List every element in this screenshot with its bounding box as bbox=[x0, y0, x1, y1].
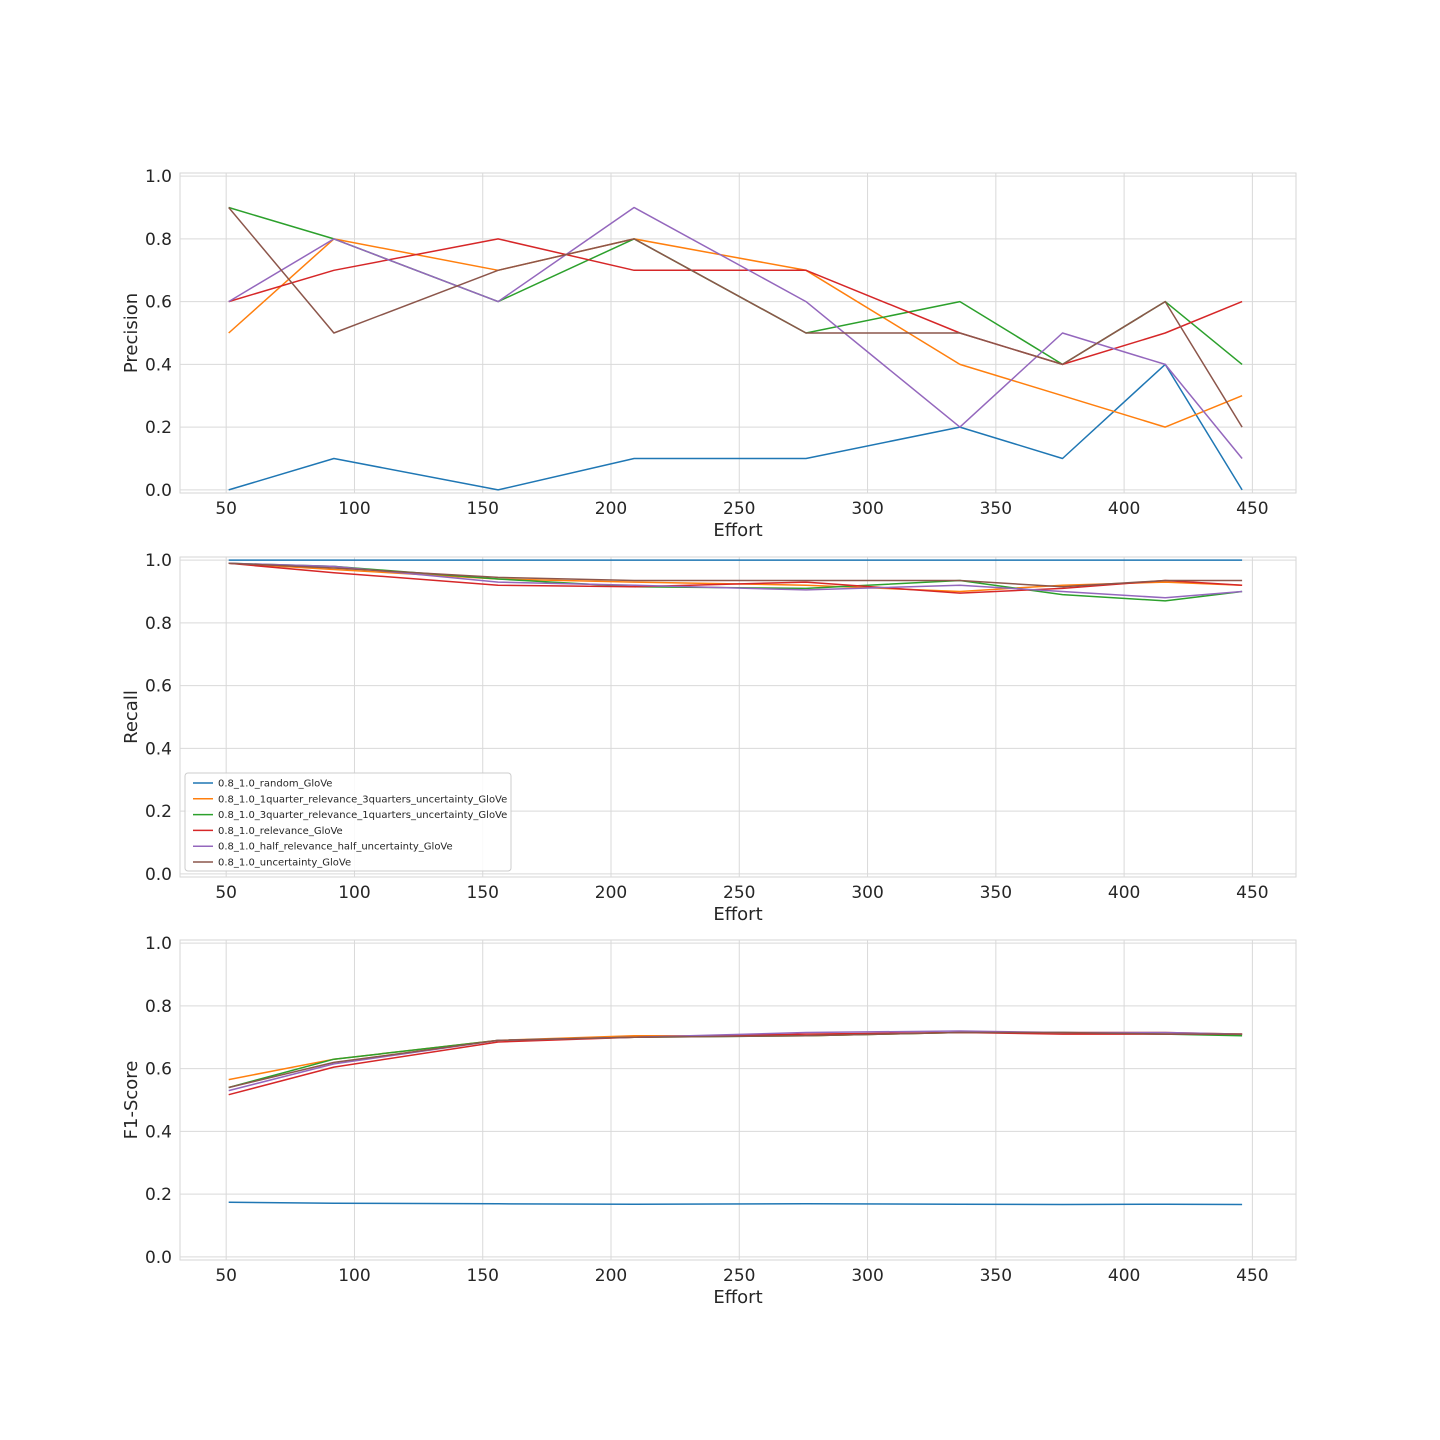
y-tick-label: 0.0 bbox=[145, 481, 172, 501]
legend-entry: 0.8_1.0_1quarter_relevance_3quarters_unc… bbox=[218, 794, 507, 805]
x-tick-label: 450 bbox=[1236, 499, 1268, 519]
x-tick-label: 100 bbox=[338, 1266, 370, 1286]
x-axis-label: Effort bbox=[713, 1287, 762, 1308]
x-axis-label: Effort bbox=[713, 904, 762, 925]
x-tick-label: 300 bbox=[851, 883, 883, 903]
x-tick-label: 350 bbox=[980, 883, 1012, 903]
legend-entry: 0.8_1.0_3quarter_relevance_1quarters_unc… bbox=[218, 810, 507, 821]
y-tick-label: 0.4 bbox=[145, 355, 172, 375]
y-tick-label: 0.8 bbox=[145, 230, 172, 250]
x-tick-label: 250 bbox=[723, 499, 755, 519]
x-tick-label: 200 bbox=[595, 883, 627, 903]
x-tick-label: 400 bbox=[1108, 1266, 1140, 1286]
x-tick-label: 350 bbox=[980, 499, 1012, 519]
x-tick-label: 50 bbox=[215, 883, 237, 903]
y-tick-label: 0.4 bbox=[145, 739, 172, 759]
y-tick-label: 1.0 bbox=[145, 934, 172, 954]
x-tick-label: 250 bbox=[723, 883, 755, 903]
y-tick-label: 0.6 bbox=[145, 1060, 172, 1080]
x-tick-label: 100 bbox=[338, 499, 370, 519]
y-tick-label: 0.2 bbox=[145, 802, 172, 822]
series-line-5 bbox=[228, 206, 1243, 459]
y-tick-label: 1.0 bbox=[145, 551, 172, 571]
series-line-6 bbox=[228, 562, 1243, 588]
x-tick-label: 150 bbox=[467, 883, 499, 903]
subplots: 50 100 150 200 250 300 350 400 450 0.0 0.2 0.4 0.6 0.… bbox=[121, 167, 1297, 1308]
y-tick-label: 0.0 bbox=[145, 1248, 172, 1268]
x-tick-label: 50 bbox=[215, 499, 237, 519]
x-tick-label: 400 bbox=[1108, 883, 1140, 903]
axes-frame bbox=[179, 939, 1297, 1261]
legend: 0.8_1.0_random_GloVe 0.8_1.0_1quarter_rel… bbox=[184, 772, 512, 872]
series-line-1 bbox=[228, 363, 1243, 491]
y-tick-label: 0.6 bbox=[145, 293, 172, 313]
x-tick-label: 250 bbox=[723, 1266, 755, 1286]
y-tick-label: 0.4 bbox=[145, 1122, 172, 1142]
recall-subplot: 50 100 150 200 250 300 350 400 450 0.0 0.2 0.4 0.6 0.… bbox=[121, 551, 1297, 925]
y-axis-label: Precision bbox=[121, 293, 142, 373]
legend-entry: 0.8_1.0_relevance_GloVe bbox=[218, 826, 343, 837]
x-tick-label: 150 bbox=[467, 1266, 499, 1286]
y-tick-label: 0.6 bbox=[145, 677, 172, 697]
legend-entry: 0.8_1.0_random_GloVe bbox=[218, 779, 332, 790]
x-tick-label: 450 bbox=[1236, 883, 1268, 903]
x-tick-label: 150 bbox=[467, 499, 499, 519]
legend-box bbox=[184, 772, 512, 872]
x-tick-label: 200 bbox=[595, 1266, 627, 1286]
y-tick-label: 0.8 bbox=[145, 614, 172, 634]
legend-entry: 0.8_1.0_half_relevance_half_uncertainty_… bbox=[218, 842, 453, 853]
x-tick-label: 100 bbox=[338, 883, 370, 903]
x-tick-label: 50 bbox=[215, 1266, 237, 1286]
y-tick-label: 0.2 bbox=[145, 1185, 172, 1205]
x-tick-label: 300 bbox=[851, 1266, 883, 1286]
x-tick-label: 350 bbox=[980, 1266, 1012, 1286]
series-line-1 bbox=[228, 1201, 1243, 1206]
y-tick-label: 0.2 bbox=[145, 418, 172, 438]
series-line-6 bbox=[228, 207, 1243, 428]
y-tick-label: 0.8 bbox=[145, 997, 172, 1017]
series-line-6 bbox=[228, 1031, 1243, 1089]
series-line-5 bbox=[228, 1030, 1243, 1092]
precision-subplot: 50 100 150 200 250 300 350 400 450 0.0 0.2 0.4 0.6 0.… bbox=[121, 167, 1297, 541]
y-axis-label: Recall bbox=[121, 690, 142, 744]
x-axis-label: Effort bbox=[713, 520, 762, 541]
y-axis-label: F1-Score bbox=[121, 1061, 142, 1140]
legend-entry: 0.8_1.0_uncertainty_GloVe bbox=[218, 858, 351, 869]
x-tick-label: 450 bbox=[1236, 1266, 1268, 1286]
x-tick-label: 200 bbox=[595, 499, 627, 519]
axes-frame bbox=[179, 172, 1297, 494]
x-tick-label: 400 bbox=[1108, 499, 1140, 519]
f1-subplot: 50 100 150 200 250 300 350 400 450 0.0 0.2 0.4 0.6 0.… bbox=[121, 934, 1297, 1308]
y-tick-label: 1.0 bbox=[145, 167, 172, 187]
y-tick-label: 0.0 bbox=[145, 865, 172, 885]
x-tick-label: 300 bbox=[851, 499, 883, 519]
